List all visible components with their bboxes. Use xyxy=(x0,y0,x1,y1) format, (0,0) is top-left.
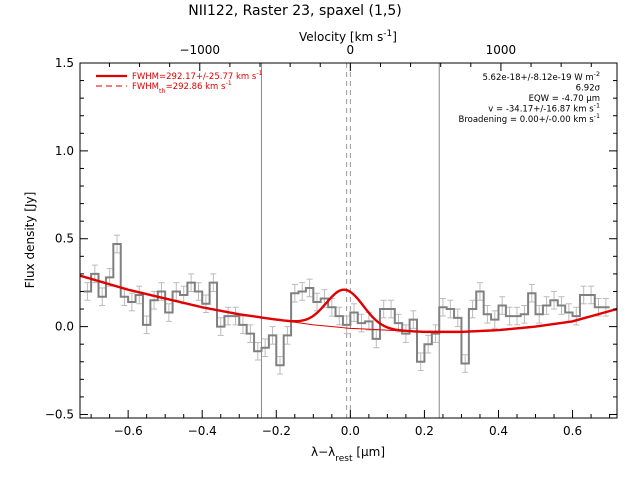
fit-annotation: EQW = -4.70 μm xyxy=(529,94,600,104)
y-axis-label: Flux density [Jy] xyxy=(23,192,37,289)
x-tick-label: 0.2 xyxy=(415,424,434,438)
y-tick-label: 1.0 xyxy=(55,144,74,158)
top-tick-label: 1000 xyxy=(486,43,517,57)
x-tick-label: 0.0 xyxy=(341,424,360,438)
y-tick-label: 0.5 xyxy=(55,232,74,246)
top-axis-label: Velocity [km s-1] xyxy=(299,29,397,44)
x-tick-label: −0.2 xyxy=(262,424,291,438)
legend-label: FWHMth=292.86 km s-1 xyxy=(132,79,232,95)
y-tick-label: 1.5 xyxy=(55,56,74,70)
legend-group: FWHM=292.17+/-25.77 km s-1FWHMth=292.86 … xyxy=(96,69,263,95)
fit-annotation: 5.62e-18+/-8.12e-19 W m-2 xyxy=(482,70,600,83)
fit-line xyxy=(79,274,618,334)
legend-label: FWHM=292.17+/-25.77 km s-1 xyxy=(132,69,263,82)
reference-lines xyxy=(260,63,440,418)
x-tick-label: 0.4 xyxy=(489,424,508,438)
series-group xyxy=(79,234,618,375)
fit-annotation: Broadening = 0.00+/-0.00 km s-1 xyxy=(458,112,600,125)
axes-group: −0.6 −0.4 −0.2 0.0 0.2 0.4 0.6 −0.5 0.0 0.5 1.0 1.5… xyxy=(45,43,618,438)
fit-annotation: 6.92σ xyxy=(576,84,601,94)
x-axis-label: λ−λrest [μm] xyxy=(311,445,385,464)
plot-frame xyxy=(79,62,618,419)
x-tick-label: −0.4 xyxy=(188,424,217,438)
y-tick-label: 0.0 xyxy=(55,320,74,334)
y-tick-label: −0.5 xyxy=(45,407,74,421)
x-tick-label: 0.6 xyxy=(563,424,582,438)
data-step-line xyxy=(83,243,610,367)
top-tick-label: −1000 xyxy=(179,43,220,57)
x-tick-label: −0.6 xyxy=(114,424,143,438)
top-tick-label: 0 xyxy=(347,43,355,57)
fit-annotation: v = -34.17+/-16.87 km s-1 xyxy=(488,102,600,115)
chart-title: NII122, Raster 23, spaxel (1,5) xyxy=(188,3,401,19)
